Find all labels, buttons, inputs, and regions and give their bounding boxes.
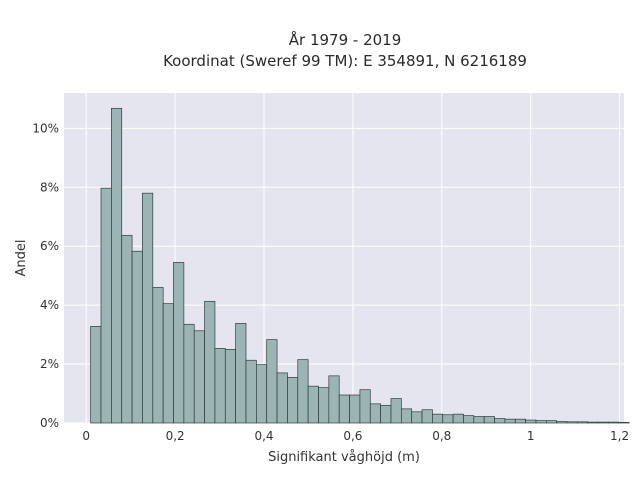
histogram-bar <box>111 107 123 424</box>
y-axis-ticks: 0% 2% 4% 6% 8% 10% <box>32 121 59 430</box>
x-tick-label: 1,2 <box>610 429 629 443</box>
histogram-bar <box>400 408 413 424</box>
histogram-bar <box>597 421 609 424</box>
histogram-bar <box>183 323 195 424</box>
histogram-bar <box>504 418 516 424</box>
x-axis-label: Signifikant våghöjd (m) <box>268 450 420 465</box>
histogram-bar <box>577 421 589 424</box>
histogram-bar <box>235 323 247 424</box>
histogram-bar <box>411 411 423 424</box>
histogram-bar <box>90 326 102 424</box>
histogram-bar <box>587 421 599 424</box>
histogram-bar <box>421 409 433 424</box>
histogram-bar <box>276 372 288 424</box>
histogram-bar <box>307 385 319 424</box>
histogram-bar <box>338 394 350 424</box>
histogram-bar <box>245 359 257 424</box>
x-tick-label: 0 <box>82 429 90 443</box>
y-tick-label: 10% <box>32 121 59 135</box>
x-tick-label: 0,6 <box>343 429 362 443</box>
histogram-bar <box>432 413 444 424</box>
histogram-bar <box>131 250 143 424</box>
histogram-bar <box>525 419 537 424</box>
histogram-bar <box>473 416 485 424</box>
y-tick-label: 6% <box>40 239 59 253</box>
histogram-bar <box>214 348 226 424</box>
histogram-bar <box>545 420 558 424</box>
histogram-bar <box>297 359 309 424</box>
histogram-bar <box>390 398 402 424</box>
histogram-bar <box>121 234 133 424</box>
histogram-bar <box>100 187 112 424</box>
histogram-bar <box>442 414 454 424</box>
histogram-bar <box>608 421 620 424</box>
histogram-bar <box>483 416 495 424</box>
chart-title-line1: År 1979 - 2019 <box>289 30 402 49</box>
x-tick-label: 0,8 <box>432 429 451 443</box>
histogram-bar <box>142 192 154 424</box>
histogram-bar <box>463 415 475 424</box>
x-tick-label: 1 <box>527 429 535 443</box>
histogram-bar <box>152 287 164 424</box>
histogram-bar <box>193 330 205 424</box>
histogram-bar <box>452 413 464 424</box>
y-tick-label: 0% <box>40 416 59 430</box>
histogram-bar <box>369 403 381 424</box>
y-tick-label: 4% <box>40 298 59 312</box>
y-axis-label: Andel <box>14 240 29 277</box>
y-tick-label: 2% <box>40 357 59 371</box>
histogram-bar <box>328 375 340 424</box>
x-tick-label: 0,2 <box>166 429 185 443</box>
x-tick-label: 0,4 <box>254 429 273 443</box>
chart-title-line2: Koordinat (Sweref 99 TM): E 354891, N 62… <box>163 52 527 70</box>
histogram-bar <box>266 339 278 424</box>
histogram-bar <box>256 364 268 424</box>
histogram-bar <box>556 421 568 424</box>
x-axis-ticks: 0 0,2 0,4 0,6 0,8 1 1,2 <box>82 429 629 443</box>
histogram-bar <box>204 300 216 424</box>
histogram-bar <box>514 418 526 424</box>
bars <box>90 107 630 424</box>
histogram-bar <box>318 387 330 424</box>
y-tick-label: 8% <box>40 180 59 194</box>
histogram-bar <box>618 422 630 424</box>
histogram-bar <box>224 348 236 424</box>
histogram-bar <box>162 303 174 424</box>
histogram-bar <box>173 262 185 424</box>
histogram-bar <box>566 421 578 424</box>
histogram-bar <box>494 418 506 424</box>
histogram-bar <box>535 420 547 424</box>
histogram-bar <box>380 404 392 424</box>
histogram-bar <box>287 376 299 424</box>
histogram-bar <box>359 389 371 424</box>
histogram-bar <box>349 394 361 424</box>
